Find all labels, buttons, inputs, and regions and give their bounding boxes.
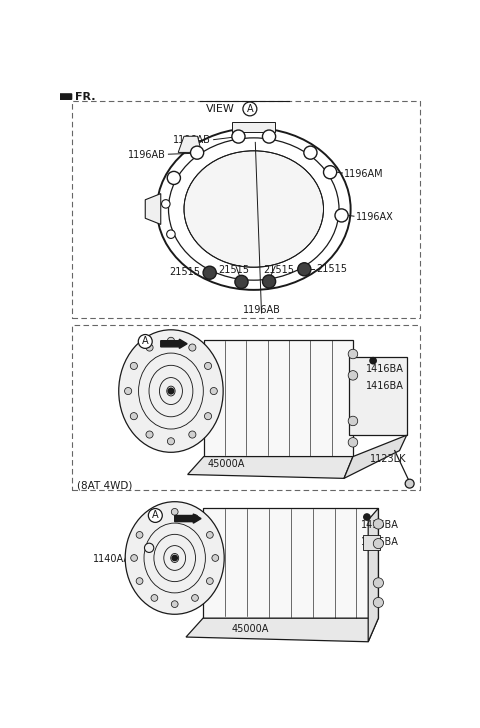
Circle shape <box>235 275 248 288</box>
Polygon shape <box>188 456 353 478</box>
Circle shape <box>335 209 348 222</box>
Circle shape <box>348 371 358 380</box>
Circle shape <box>373 539 384 549</box>
Ellipse shape <box>196 526 207 590</box>
Ellipse shape <box>184 151 324 267</box>
Text: 1196AB: 1196AB <box>128 150 166 160</box>
Text: (8AT 4WD): (8AT 4WD) <box>77 480 132 490</box>
Circle shape <box>373 598 384 608</box>
Text: 1196AB: 1196AB <box>173 135 211 146</box>
Circle shape <box>204 363 212 370</box>
Circle shape <box>192 515 198 521</box>
Circle shape <box>136 531 143 538</box>
Circle shape <box>189 344 196 351</box>
Text: 21515: 21515 <box>169 267 200 277</box>
Text: 21515: 21515 <box>316 264 347 274</box>
Text: 1196AM: 1196AM <box>344 169 384 179</box>
Circle shape <box>204 413 212 420</box>
Circle shape <box>144 543 154 553</box>
Circle shape <box>130 413 137 420</box>
Circle shape <box>212 555 219 561</box>
Circle shape <box>298 263 311 276</box>
Circle shape <box>136 578 143 585</box>
Text: 1416BA: 1416BA <box>366 364 404 374</box>
Circle shape <box>192 595 198 601</box>
Text: A: A <box>152 510 158 521</box>
Circle shape <box>171 508 178 515</box>
Text: 21515: 21515 <box>218 265 249 275</box>
Circle shape <box>243 102 257 116</box>
Circle shape <box>146 431 153 438</box>
Circle shape <box>206 578 213 585</box>
Polygon shape <box>368 508 378 642</box>
Text: A: A <box>142 336 149 347</box>
Polygon shape <box>349 357 407 435</box>
Circle shape <box>304 146 317 159</box>
Text: FR.: FR. <box>75 92 96 102</box>
FancyArrow shape <box>48 92 72 100</box>
Circle shape <box>191 146 204 159</box>
Text: VIEW: VIEW <box>205 104 234 114</box>
Circle shape <box>167 230 175 238</box>
Circle shape <box>263 130 276 143</box>
Circle shape <box>130 363 137 370</box>
FancyArrow shape <box>161 339 187 349</box>
Polygon shape <box>186 618 378 642</box>
Circle shape <box>148 509 162 523</box>
Text: 1123LK: 1123LK <box>370 454 407 464</box>
Circle shape <box>162 199 170 208</box>
Text: A: A <box>247 104 253 114</box>
Circle shape <box>171 601 178 607</box>
Polygon shape <box>344 435 407 478</box>
Circle shape <box>151 515 158 521</box>
Circle shape <box>189 431 196 438</box>
Circle shape <box>348 438 358 447</box>
Circle shape <box>373 578 384 588</box>
Circle shape <box>348 349 358 359</box>
FancyArrow shape <box>175 514 201 523</box>
Circle shape <box>168 337 175 344</box>
Polygon shape <box>145 194 161 224</box>
Circle shape <box>146 344 153 351</box>
Circle shape <box>138 335 152 349</box>
Text: 1196AX: 1196AX <box>356 212 393 222</box>
Circle shape <box>324 166 336 179</box>
Polygon shape <box>204 340 353 456</box>
Circle shape <box>124 387 132 395</box>
Text: 1196AB: 1196AB <box>242 304 280 314</box>
Circle shape <box>348 416 358 426</box>
Circle shape <box>373 519 384 529</box>
Circle shape <box>369 357 377 365</box>
Polygon shape <box>203 508 378 618</box>
Ellipse shape <box>125 502 224 614</box>
Circle shape <box>206 531 213 538</box>
Circle shape <box>363 513 371 521</box>
Circle shape <box>171 555 178 561</box>
Circle shape <box>263 275 276 288</box>
Polygon shape <box>178 136 202 152</box>
Text: 1416BA: 1416BA <box>366 381 404 391</box>
Text: 1140AA: 1140AA <box>93 554 132 564</box>
Circle shape <box>168 438 175 445</box>
Text: A: A <box>152 510 158 521</box>
Text: 45000A: 45000A <box>231 624 269 634</box>
Polygon shape <box>232 122 276 132</box>
Circle shape <box>405 479 414 488</box>
Circle shape <box>151 595 158 601</box>
FancyBboxPatch shape <box>362 534 380 550</box>
Text: 45000A: 45000A <box>208 459 245 469</box>
Ellipse shape <box>119 330 223 452</box>
Circle shape <box>210 387 217 395</box>
Circle shape <box>131 555 137 561</box>
Text: 1416BA: 1416BA <box>360 537 398 547</box>
Ellipse shape <box>196 355 208 427</box>
Circle shape <box>167 171 180 184</box>
Circle shape <box>168 387 175 395</box>
Circle shape <box>203 266 216 280</box>
Text: 21515: 21515 <box>263 264 294 274</box>
Circle shape <box>232 130 245 143</box>
Text: 1416BA: 1416BA <box>360 520 398 530</box>
